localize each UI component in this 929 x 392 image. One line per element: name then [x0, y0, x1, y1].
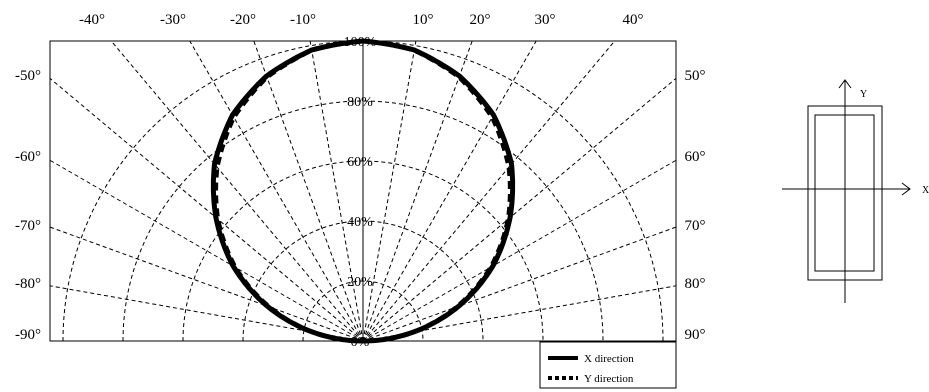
angle-tick-label: 90° [685, 327, 706, 343]
grid-arc [242, 220, 484, 342]
angle-tick-label: -10° [290, 12, 316, 28]
legend-box [539, 341, 677, 389]
angle-labels: -40° -30° -20° -10° 10° 20° 30° 40° -50° -60° -70°… [15, 12, 706, 343]
grid-spoke [189, 40, 364, 342]
legend: X direction Y direction [539, 341, 677, 389]
angle-tick-label: -80° [15, 276, 41, 292]
angle-tick-label: -30° [160, 12, 186, 28]
legend-label-x-direction: X direction [584, 353, 634, 365]
angle-tick-label: -40° [79, 12, 105, 28]
grid-spoke [362, 159, 677, 342]
radial-level-label: 80% [347, 95, 373, 110]
series-curves [210, 38, 516, 344]
grid-spoke [362, 226, 677, 342]
radial-level-label: 60% [347, 155, 373, 170]
angle-tick-label: -60° [15, 149, 41, 165]
angle-tick-label: 40° [623, 12, 644, 28]
grid-spoke [309, 40, 364, 342]
legend-label-y-direction: Y direction [584, 373, 634, 385]
angle-tick-label: 60° [685, 149, 706, 165]
grid-spoke [253, 40, 364, 342]
radial-labels: 0%20%40%60%80%100% [344, 35, 377, 350]
angle-tick-label: 80° [685, 276, 706, 292]
grid-spoke [362, 40, 473, 342]
angle-tick-label: 20° [470, 12, 491, 28]
radial-level-label: 20% [347, 275, 373, 290]
angle-tick-label: -70° [15, 218, 41, 234]
grid-spoke [110, 40, 364, 342]
angle-tick-label: -90° [15, 327, 41, 343]
radial-level-label: 40% [347, 215, 373, 230]
grid-spoke [362, 40, 537, 342]
angle-tick-label: 50° [685, 68, 706, 84]
grid-spoke [49, 77, 364, 342]
angle-tick-label: -50° [15, 68, 41, 84]
grid-spoke [362, 77, 677, 342]
angle-tick-label: 70° [685, 218, 706, 234]
angle-tick-label: 10° [413, 12, 434, 28]
inset-x-label: X [922, 185, 929, 196]
angle-tick-label: -20° [230, 12, 256, 28]
inset-x-arrowhead [901, 182, 911, 196]
grid-spoke [362, 40, 616, 342]
grid-spoke [362, 40, 417, 342]
grid-spoke [49, 226, 364, 342]
inset-y-arrowhead [838, 79, 852, 89]
grid-spoke [49, 159, 364, 342]
inset-y-label: Y [860, 89, 867, 100]
orientation-inset: Y X [782, 79, 929, 303]
angle-tick-label: 30° [535, 12, 556, 28]
